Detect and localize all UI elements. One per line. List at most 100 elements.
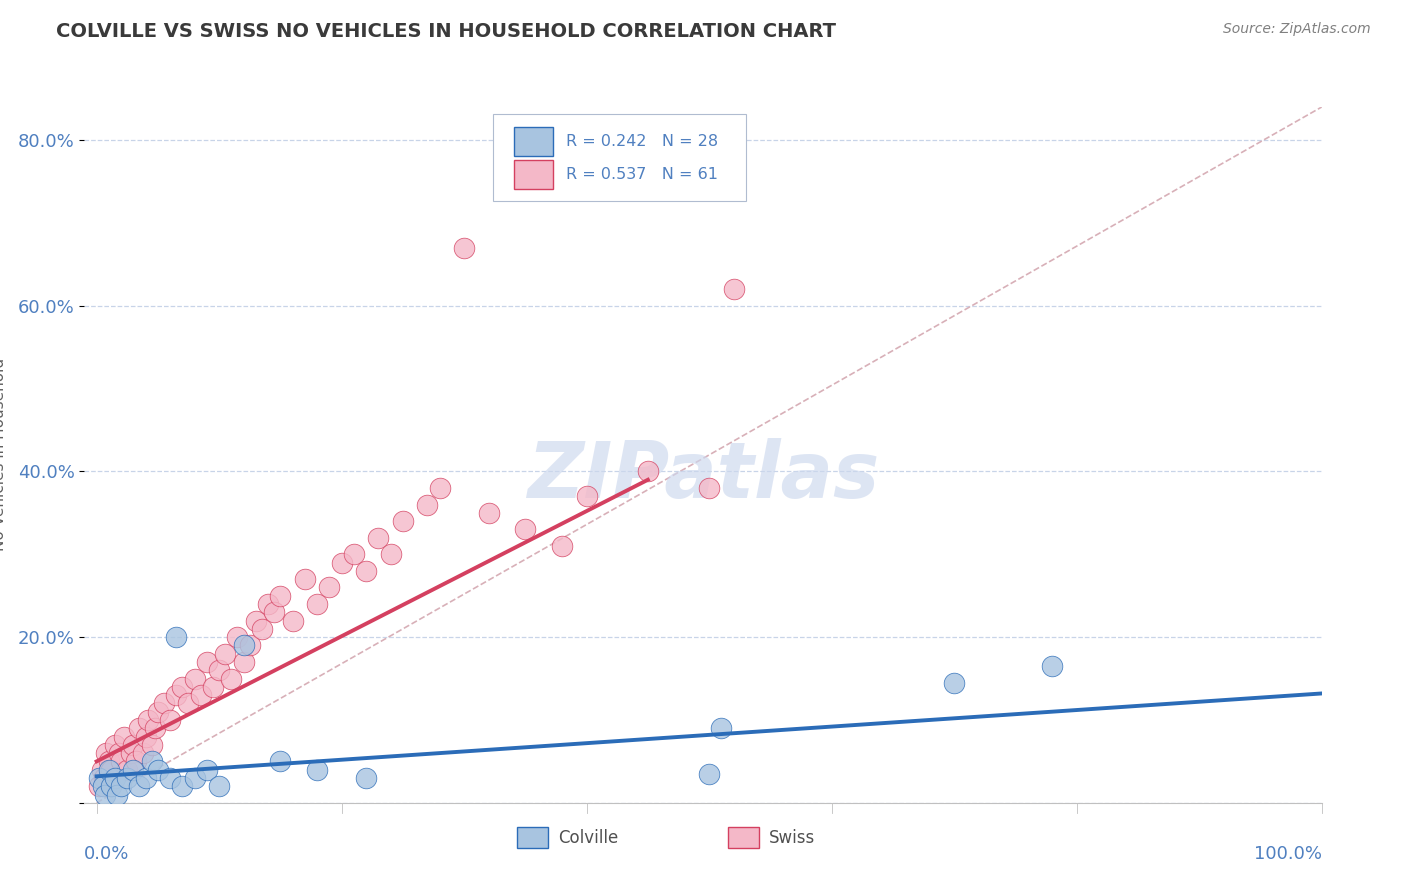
Point [115,763,138,777]
Point [208,779,231,793]
FancyBboxPatch shape [492,114,747,201]
Point [250,622,273,636]
Text: Swiss: Swiss [769,829,815,847]
Point [307,763,329,777]
Point [141,738,163,752]
Point [416,498,439,512]
Point [281,614,304,628]
FancyBboxPatch shape [513,160,554,189]
Point [453,241,475,255]
Point [159,771,181,785]
Point [122,738,145,752]
Point [165,688,187,702]
Point [330,556,353,570]
Text: COLVILLE VS SWISS NO VEHICLES IN HOUSEHOLD CORRELATION CHART: COLVILLE VS SWISS NO VEHICLES IN HOUSEHO… [56,22,837,41]
Point [100,763,122,777]
Point [120,746,142,760]
Point [214,647,236,661]
Point [201,680,224,694]
Point [697,481,720,495]
Point [232,655,254,669]
FancyBboxPatch shape [728,827,759,848]
Point [195,763,218,777]
Point [146,705,169,719]
Point [97,755,120,769]
Point [159,713,181,727]
Y-axis label: No Vehicles in Household: No Vehicles in Household [0,359,7,551]
Point [90,763,112,777]
Point [172,680,194,694]
Point [515,523,537,537]
Point [226,630,249,644]
Point [87,779,110,793]
Point [195,655,218,669]
Point [107,788,129,802]
Point [392,514,415,528]
Point [380,547,402,561]
FancyBboxPatch shape [513,127,554,156]
Text: R = 0.242   N = 28: R = 0.242 N = 28 [565,134,718,149]
Point [177,697,200,711]
Point [257,597,280,611]
Point [97,763,120,777]
Point [94,788,117,802]
Point [269,589,291,603]
Text: 0.0%: 0.0% [84,845,129,863]
Point [429,481,451,495]
Point [183,771,205,785]
Point [221,672,243,686]
Point [551,539,574,553]
Point [135,730,157,744]
Point [943,675,966,690]
Point [269,755,291,769]
Point [294,572,316,586]
Point [239,639,262,653]
Point [110,755,132,769]
Text: Colville: Colville [558,829,619,847]
Point [575,489,598,503]
Point [263,605,285,619]
Point [104,738,127,752]
FancyBboxPatch shape [517,827,548,848]
Point [710,721,733,735]
Point [91,779,114,793]
Point [132,746,155,760]
Point [107,746,129,760]
Point [104,771,127,785]
Point [115,771,138,785]
Point [354,564,377,578]
Point [145,721,167,735]
Point [637,465,659,479]
Point [110,779,132,793]
Point [96,746,118,760]
Point [190,688,212,702]
Point [87,771,110,785]
Text: 100.0%: 100.0% [1254,845,1322,863]
Point [100,779,122,793]
Point [232,639,254,653]
Point [172,779,194,793]
Point [183,672,205,686]
Text: R = 0.537   N = 61: R = 0.537 N = 61 [565,167,717,182]
Point [307,597,329,611]
Point [697,766,720,781]
Point [128,779,150,793]
Text: ZIPatlas: ZIPatlas [527,438,879,514]
Point [343,547,366,561]
Point [1040,659,1063,673]
Text: Source: ZipAtlas.com: Source: ZipAtlas.com [1223,22,1371,37]
Point [245,614,267,628]
Point [318,581,340,595]
Point [478,506,501,520]
Point [165,630,187,644]
Point [146,763,169,777]
Point [128,721,150,735]
Point [354,771,377,785]
Point [93,771,115,785]
Point [367,531,389,545]
Point [153,697,176,711]
Point [122,763,145,777]
Point [723,282,745,296]
Point [136,713,159,727]
Point [125,755,148,769]
